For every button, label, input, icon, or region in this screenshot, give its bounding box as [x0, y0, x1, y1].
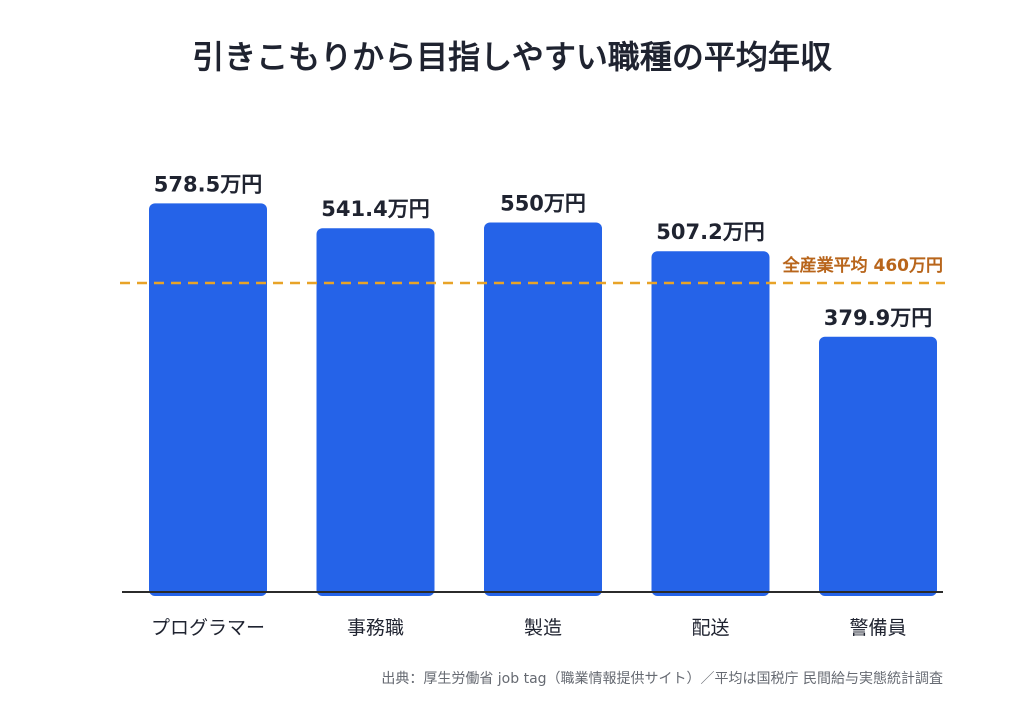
average-reference-label: 全産業平均 460万円 — [782, 255, 943, 276]
bar-3 — [651, 251, 770, 596]
bars-group: 578.5万円 541.4万円 550万円 507.2万円 379.9万円 — [149, 172, 937, 596]
value-label-1: 541.4万円 — [321, 197, 429, 221]
source-note: 出典：厚生労働省 job tag（職業情報提供サイト）／平均は国税庁 民間給与実… — [381, 671, 943, 687]
category-labels-group: プログラマー 事務職 製造 配送 警備員 — [151, 617, 907, 639]
bar-1 — [316, 228, 435, 596]
category-label-1: 事務職 — [347, 617, 404, 639]
chart-title: 引きこもりから目指しやすい職種の平均年収 — [192, 38, 832, 76]
category-label-4: 警備員 — [849, 617, 906, 639]
reference-line-group: 全産業平均 460万円 — [120, 255, 945, 285]
category-label-3: 配送 — [691, 617, 729, 639]
bar-2 — [484, 222, 602, 596]
category-label-0: プログラマー — [151, 617, 265, 639]
value-label-2: 550万円 — [500, 191, 586, 215]
bar-0 — [149, 203, 267, 596]
value-label-3: 507.2万円 — [656, 220, 764, 244]
value-label-4: 379.9万円 — [824, 306, 932, 330]
value-label-0: 578.5万円 — [154, 172, 262, 196]
category-label-2: 製造 — [524, 617, 562, 639]
bar-4 — [819, 336, 937, 596]
